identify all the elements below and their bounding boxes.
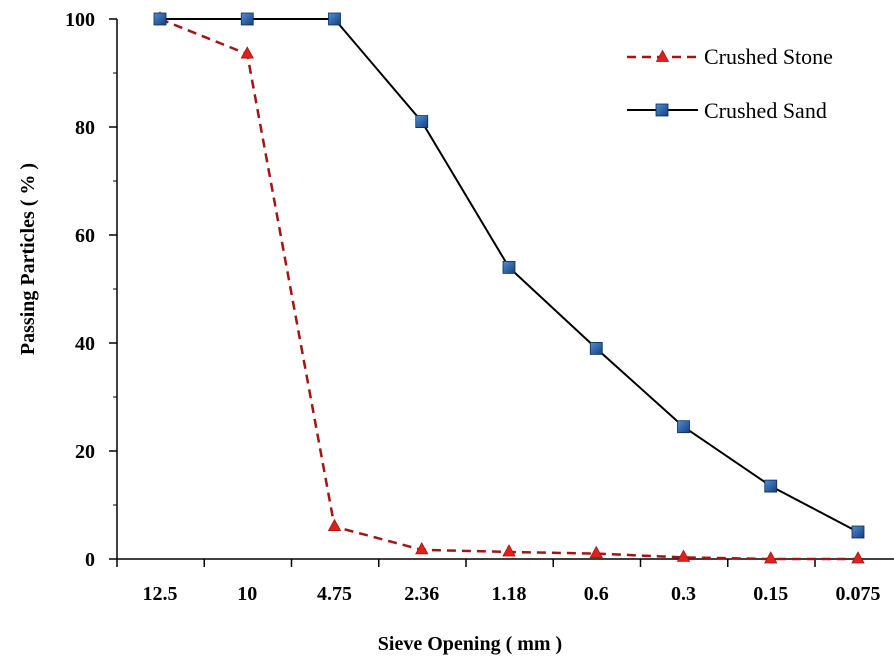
legend-item-crushed-stone: Crushed Stone: [627, 44, 833, 69]
data-point-crushed-sand: [677, 420, 690, 434]
x-tick-label: 0.075: [836, 583, 881, 605]
y-tick-label: 40: [75, 333, 95, 355]
legend-item-crushed-sand: Crushed Sand: [627, 98, 827, 123]
data-point-crushed-stone: [327, 518, 342, 531]
x-axis-ticks: 12.5 10 4.75 2.36 1.18 0.6 0.3 0.15 0.075: [116, 559, 881, 605]
y-tick-label: 20: [75, 441, 95, 463]
data-point-crushed-sand: [851, 525, 865, 539]
data-point-crushed-sand: [502, 260, 516, 274]
legend: Crushed Stone Crushed Sand: [627, 44, 833, 123]
series-crushed-stone: [153, 11, 865, 564]
data-point-crushed-sand: [328, 12, 341, 26]
x-tick-label: 10: [237, 583, 257, 605]
series-layer: [153, 11, 865, 564]
data-point-crushed-stone: [240, 46, 254, 59]
data-point-crushed-sand: [153, 12, 167, 26]
legend-marker-crushed-stone: [655, 49, 670, 62]
data-point-crushed-stone: [764, 551, 778, 564]
series-line-crushed-sand: [160, 18, 859, 533]
y-axis-ticks: 0 20 40 60 80 100: [65, 9, 117, 571]
series-crushed-sand: [153, 12, 865, 539]
data-point-crushed-sand: [764, 479, 778, 493]
x-tick-label: 0.15: [753, 583, 788, 605]
data-point-crushed-stone: [502, 544, 516, 557]
x-tick-label: 0.6: [584, 583, 609, 605]
x-axis-title: Sieve Opening ( mm ): [378, 633, 562, 655]
data-point-crushed-stone: [589, 545, 603, 558]
data-point-crushed-stone: [851, 551, 865, 564]
legend-label-crushed-stone: Crushed Stone: [704, 44, 833, 69]
x-tick-label: 12.5: [143, 583, 178, 605]
y-tick-label: 60: [75, 225, 95, 247]
data-point-crushed-stone: [415, 541, 429, 555]
data-point-crushed-sand: [415, 115, 429, 128]
y-tick-label: 0: [85, 549, 95, 571]
y-tick-label: 80: [75, 117, 95, 139]
x-tick-label: 4.75: [317, 583, 352, 605]
legend-marker-crushed-sand: [655, 103, 669, 117]
data-point-crushed-sand: [589, 341, 603, 355]
x-tick-label: 2.36: [404, 583, 439, 605]
x-tick-label: 1.18: [492, 583, 527, 605]
y-axis-title: Passing Particles ( % ): [17, 163, 39, 355]
y-tick-label: 100: [65, 9, 95, 31]
legend-label-crushed-sand: Crushed Sand: [704, 98, 827, 123]
data-point-crushed-sand: [240, 12, 254, 26]
data-point-crushed-stone: [676, 549, 691, 562]
x-tick-label: 0.3: [671, 583, 696, 605]
